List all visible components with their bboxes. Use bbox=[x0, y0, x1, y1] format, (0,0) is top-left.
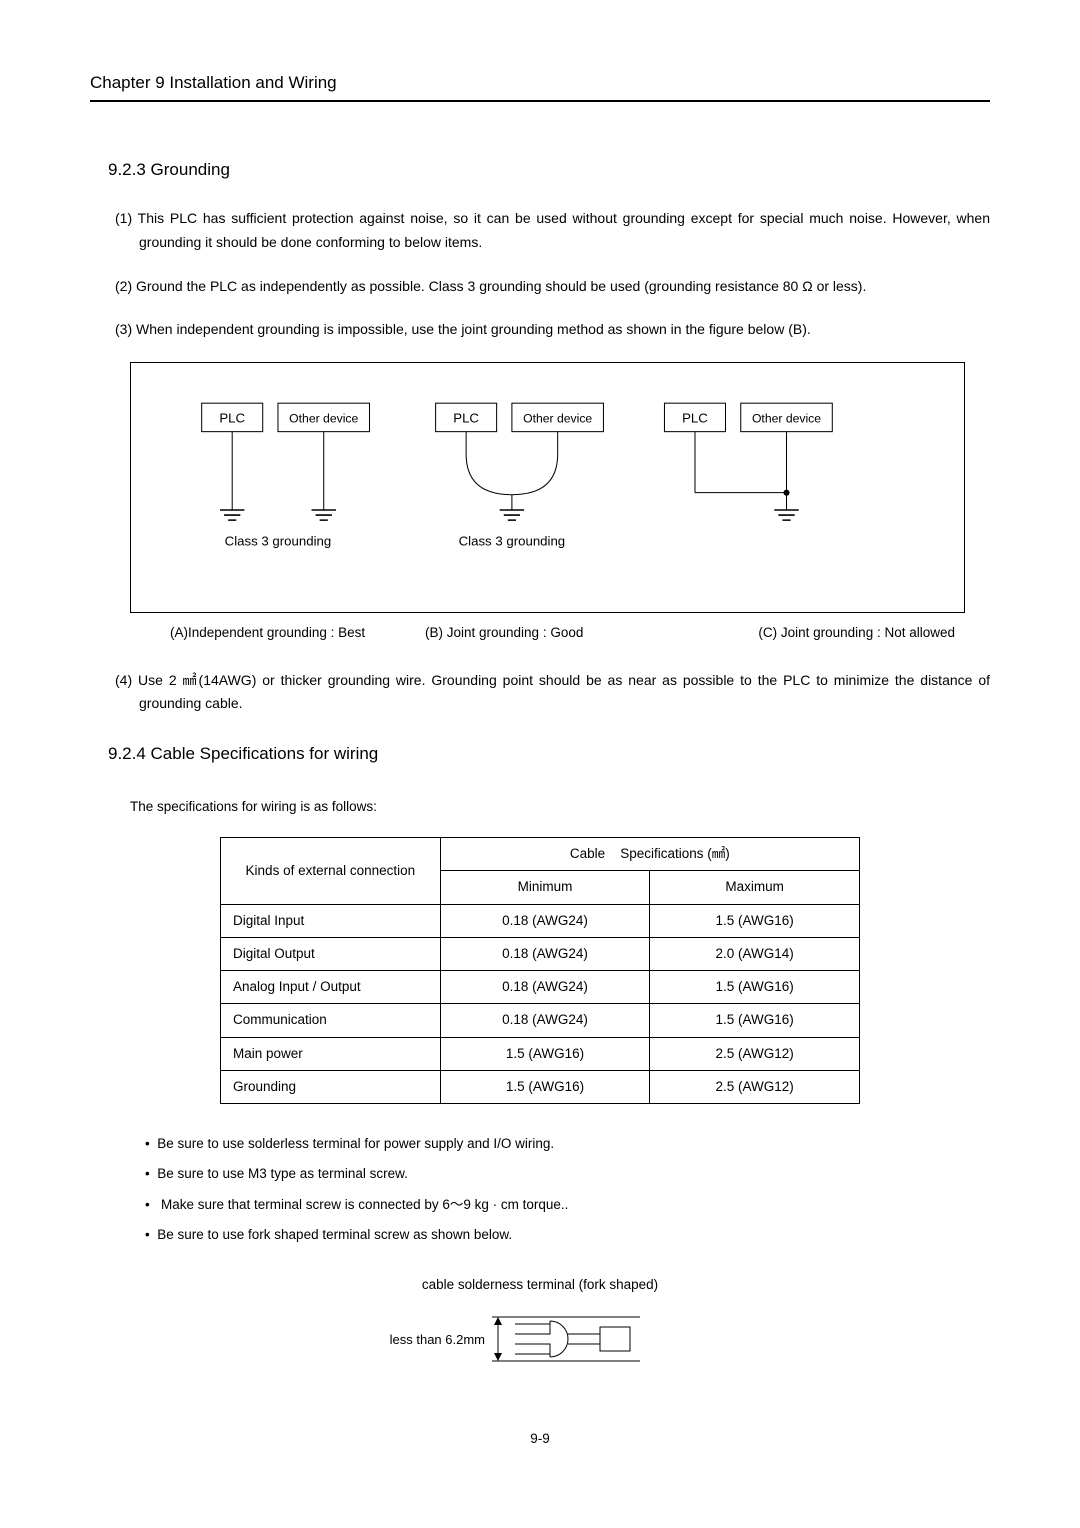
note-4: Be sure to use fork shaped terminal scre… bbox=[145, 1225, 990, 1245]
para-1-num: (1) bbox=[115, 210, 138, 226]
page-number: 9-9 bbox=[90, 1429, 990, 1449]
th-max: Maximum bbox=[650, 871, 860, 904]
cell-max: 1.5 (AWG16) bbox=[650, 904, 860, 937]
section-title-cable: 9.2.4 Cable Specifications for wiring bbox=[108, 741, 990, 767]
th-cable-prefix: Cable bbox=[570, 846, 605, 861]
para-2: (2) Ground the PLC as independently as p… bbox=[115, 275, 990, 299]
para-4-unit: ㎟ bbox=[183, 672, 199, 688]
diag-plc-b: PLC bbox=[453, 411, 479, 426]
cell-kind: Grounding bbox=[221, 1070, 441, 1103]
para-2-num: (2) bbox=[115, 278, 136, 294]
cell-kind: Main power bbox=[221, 1037, 441, 1070]
diag-plc-a: PLC bbox=[219, 411, 245, 426]
terminal-caption: cable solderness terminal (fork shaped) bbox=[422, 1277, 658, 1292]
caption-c: (C) Joint grounding : Not allowed bbox=[670, 623, 965, 643]
terminal-caption-wrap: cable solderness terminal (fork shaped) bbox=[90, 1275, 990, 1301]
note-3a: Make sure that terminal screw is connect… bbox=[161, 1197, 475, 1212]
grounding-svg: PLC Other device Class 3 grounding PLC O… bbox=[161, 393, 934, 586]
para-2-text: Ground the PLC as independently as possi… bbox=[136, 278, 866, 294]
section-title-grounding: 9.2.3 Grounding bbox=[108, 157, 990, 183]
table-row: Digital Input0.18 (AWG24)1.5 (AWG16) bbox=[221, 904, 860, 937]
spec-intro: The specifications for wiring is as foll… bbox=[130, 797, 990, 817]
th-cable: Cable Specifications (㎟) bbox=[440, 838, 859, 871]
note-3: Make sure that terminal screw is connect… bbox=[145, 1195, 990, 1215]
para-1-text: This PLC has sufficient protection again… bbox=[138, 210, 990, 250]
cell-min: 0.18 (AWG24) bbox=[440, 1004, 650, 1037]
table-row: Communication0.18 (AWG24)1.5 (AWG16) bbox=[221, 1004, 860, 1037]
cable-spec-table: Kinds of external connection Cable Speci… bbox=[220, 837, 860, 1104]
cell-kind: Digital Input bbox=[221, 904, 441, 937]
diagram-captions: (A)Independent grounding : Best (B) Join… bbox=[130, 623, 965, 643]
chapter-header: Chapter 9 Installation and Wiring bbox=[90, 70, 990, 102]
note-3b: torque.. bbox=[519, 1197, 569, 1212]
th-cable-suffix: Specifications (㎟) bbox=[620, 846, 730, 861]
table-row: Analog Input / Output0.18 (AWG24)1.5 (AW… bbox=[221, 971, 860, 1004]
notes-list: Be sure to use solderless terminal for p… bbox=[145, 1134, 990, 1245]
para-3-num: (3) bbox=[115, 321, 136, 337]
diag-other-a: Other device bbox=[289, 412, 358, 426]
cell-kind: Analog Input / Output bbox=[221, 971, 441, 1004]
note-2: Be sure to use M3 type as terminal screw… bbox=[145, 1164, 990, 1184]
cell-min: 0.18 (AWG24) bbox=[440, 937, 650, 970]
terminal-label: less than 6.2mm bbox=[390, 1332, 485, 1347]
para-4-b: (14AWG) or thicker grounding wire. Groun… bbox=[139, 672, 990, 712]
cell-max: 2.5 (AWG12) bbox=[650, 1070, 860, 1103]
cell-max: 1.5 (AWG16) bbox=[650, 971, 860, 1004]
caption-a: (A)Independent grounding : Best bbox=[130, 623, 415, 643]
diag-other-b: Other device bbox=[523, 412, 592, 426]
diag-class3-b: Class 3 grounding bbox=[459, 534, 566, 549]
cell-kind: Digital Output bbox=[221, 937, 441, 970]
terminal-block: cable solderness terminal (fork shaped) … bbox=[90, 1275, 990, 1369]
note-3-unit: kg · cm bbox=[475, 1197, 519, 1212]
para-3: (3) When independent grounding is imposs… bbox=[115, 318, 990, 342]
para-4: (4) Use 2 ㎟(14AWG) or thicker grounding … bbox=[115, 669, 990, 717]
terminal-svg: less than 6.2mm bbox=[380, 1309, 700, 1369]
cell-min: 1.5 (AWG16) bbox=[440, 1037, 650, 1070]
grounding-diagram: PLC Other device Class 3 grounding PLC O… bbox=[130, 362, 965, 613]
note-1: Be sure to use solderless terminal for p… bbox=[145, 1134, 990, 1154]
cell-min: 0.18 (AWG24) bbox=[440, 904, 650, 937]
cell-max: 2.5 (AWG12) bbox=[650, 1037, 860, 1070]
cell-min: 0.18 (AWG24) bbox=[440, 971, 650, 1004]
para-4-a: Use 2 bbox=[138, 672, 183, 688]
caption-b: (B) Joint grounding : Good bbox=[415, 623, 670, 643]
table-row: Main power1.5 (AWG16)2.5 (AWG12) bbox=[221, 1037, 860, 1070]
diag-plc-c: PLC bbox=[682, 411, 708, 426]
para-3-text: When independent grounding is impossible… bbox=[136, 321, 811, 337]
cell-max: 2.0 (AWG14) bbox=[650, 937, 860, 970]
table-row: Grounding1.5 (AWG16)2.5 (AWG12) bbox=[221, 1070, 860, 1103]
cell-min: 1.5 (AWG16) bbox=[440, 1070, 650, 1103]
para-1: (1) This PLC has sufficient protection a… bbox=[115, 207, 990, 255]
cell-max: 1.5 (AWG16) bbox=[650, 1004, 860, 1037]
th-kinds: Kinds of external connection bbox=[221, 838, 441, 905]
para-4-num: (4) bbox=[115, 672, 138, 688]
cell-kind: Communication bbox=[221, 1004, 441, 1037]
diag-other-c: Other device bbox=[752, 412, 821, 426]
table-row: Digital Output0.18 (AWG24)2.0 (AWG14) bbox=[221, 937, 860, 970]
diag-class3-a: Class 3 grounding bbox=[225, 534, 332, 549]
th-min: Minimum bbox=[440, 871, 650, 904]
